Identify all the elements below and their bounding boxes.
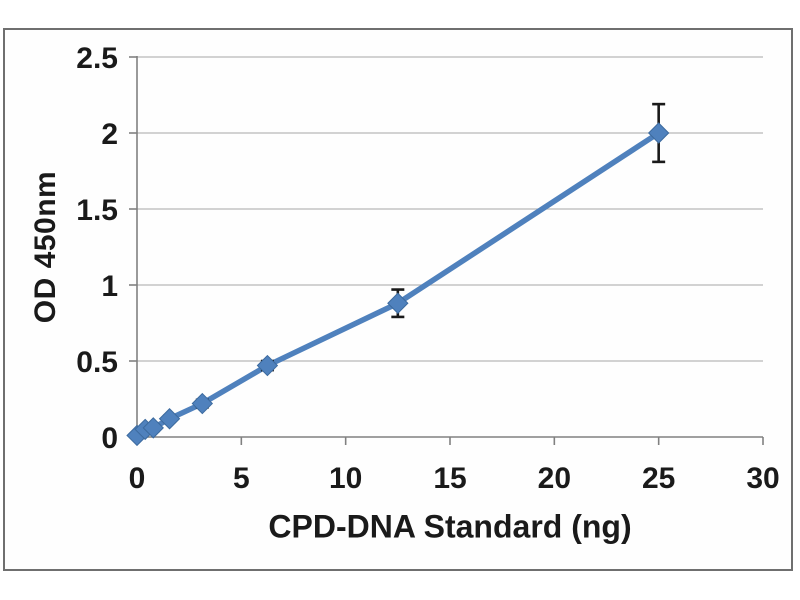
y-tick-label: 2 xyxy=(101,118,118,151)
data-point-marker xyxy=(647,122,670,144)
data-point-marker xyxy=(191,392,214,415)
data-point-marker xyxy=(158,408,181,430)
x-tick-label: 30 xyxy=(746,462,779,495)
y-tick-label: 2.5 xyxy=(76,42,118,75)
x-tick-label: 20 xyxy=(538,462,571,495)
x-tick-label: 10 xyxy=(329,462,362,495)
y-tick-label: 1 xyxy=(101,270,118,303)
data-point-marker xyxy=(142,417,164,439)
y-axis-title: OD 450nm xyxy=(29,170,62,324)
data-point-marker xyxy=(387,292,409,314)
x-tick-label: 25 xyxy=(642,462,675,495)
y-tick-label: 0 xyxy=(101,422,118,455)
y-tick-label: 1.5 xyxy=(76,194,118,227)
x-tick-label: 15 xyxy=(433,462,466,495)
y-tick-label: 0.5 xyxy=(76,346,118,379)
series-line xyxy=(134,130,662,439)
x-tick-label: 5 xyxy=(233,462,250,495)
x-axis-title: CPD-DNA Standard (ng) xyxy=(268,508,632,545)
x-tick-label: 0 xyxy=(129,462,146,495)
data-point-marker xyxy=(256,354,279,377)
